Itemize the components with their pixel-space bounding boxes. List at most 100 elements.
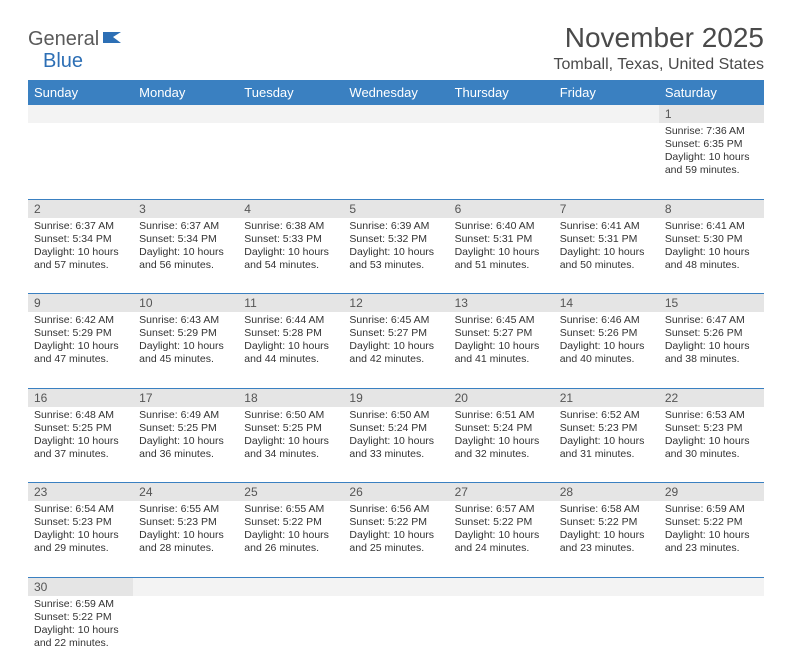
daylight-text: Daylight: 10 hours and 23 minutes. [560,529,653,555]
day-details: Sunrise: 6:56 AMSunset: 5:22 PMDaylight:… [343,501,448,560]
sunrise-text: Sunrise: 6:53 AM [665,409,758,422]
day-details: Sunrise: 6:55 AMSunset: 5:22 PMDaylight:… [238,501,343,560]
sunrise-text: Sunrise: 7:36 AM [665,125,758,138]
logo-text-blue: Blue [43,50,83,73]
day-number-cell: 10 [133,294,238,313]
daylight-text: Daylight: 10 hours and 34 minutes. [244,435,337,461]
daylight-text: Daylight: 10 hours and 22 minutes. [34,624,127,650]
sunrise-text: Sunrise: 6:45 AM [455,314,548,327]
daylight-text: Daylight: 10 hours and 32 minutes. [455,435,548,461]
day-body-cell: Sunrise: 6:43 AMSunset: 5:29 PMDaylight:… [133,312,238,388]
daylight-text: Daylight: 10 hours and 40 minutes. [560,340,653,366]
day-details: Sunrise: 6:39 AMSunset: 5:32 PMDaylight:… [343,218,448,277]
day-body-cell: Sunrise: 6:44 AMSunset: 5:28 PMDaylight:… [238,312,343,388]
day-number-cell [343,105,448,123]
day-body-cell: Sunrise: 6:45 AMSunset: 5:27 PMDaylight:… [343,312,448,388]
daylight-text: Daylight: 10 hours and 37 minutes. [34,435,127,461]
sunrise-text: Sunrise: 6:50 AM [349,409,442,422]
day-body-row: Sunrise: 6:54 AMSunset: 5:23 PMDaylight:… [28,501,764,577]
day-number-row: 30 [28,577,764,596]
day-number-row: 23242526272829 [28,483,764,502]
logo-flag-icon [103,29,125,50]
day-details: Sunrise: 6:47 AMSunset: 5:26 PMDaylight:… [659,312,764,371]
daylight-text: Daylight: 10 hours and 41 minutes. [455,340,548,366]
day-body-row: Sunrise: 7:36 AMSunset: 6:35 PMDaylight:… [28,123,764,199]
day-details: Sunrise: 6:53 AMSunset: 5:23 PMDaylight:… [659,407,764,466]
calendar-table: Sunday Monday Tuesday Wednesday Thursday… [28,80,764,672]
weekday-header: Friday [554,80,659,105]
day-number-cell: 3 [133,199,238,218]
sunrise-text: Sunrise: 6:41 AM [665,220,758,233]
day-number-cell [449,577,554,596]
day-number-cell [554,105,659,123]
day-body-row: Sunrise: 6:37 AMSunset: 5:34 PMDaylight:… [28,218,764,294]
sunset-text: Sunset: 5:26 PM [665,327,758,340]
day-number-row: 2345678 [28,199,764,218]
sunrise-text: Sunrise: 6:57 AM [455,503,548,516]
day-number-cell [28,105,133,123]
day-body-cell: Sunrise: 6:49 AMSunset: 5:25 PMDaylight:… [133,407,238,483]
daylight-text: Daylight: 10 hours and 25 minutes. [349,529,442,555]
day-body-cell: Sunrise: 6:48 AMSunset: 5:25 PMDaylight:… [28,407,133,483]
day-details: Sunrise: 6:48 AMSunset: 5:25 PMDaylight:… [28,407,133,466]
day-number-cell: 6 [449,199,554,218]
daylight-text: Daylight: 10 hours and 59 minutes. [665,151,758,177]
month-title: November 2025 [554,22,764,54]
day-details: Sunrise: 6:41 AMSunset: 5:30 PMDaylight:… [659,218,764,277]
sunset-text: Sunset: 5:22 PM [455,516,548,529]
day-details: Sunrise: 6:45 AMSunset: 5:27 PMDaylight:… [343,312,448,371]
daylight-text: Daylight: 10 hours and 24 minutes. [455,529,548,555]
sunset-text: Sunset: 5:25 PM [34,422,127,435]
day-body-cell: Sunrise: 6:54 AMSunset: 5:23 PMDaylight:… [28,501,133,577]
sunset-text: Sunset: 5:23 PM [560,422,653,435]
day-number-cell: 28 [554,483,659,502]
day-body-cell [238,123,343,199]
sunrise-text: Sunrise: 6:49 AM [139,409,232,422]
day-details: Sunrise: 7:36 AMSunset: 6:35 PMDaylight:… [659,123,764,182]
day-number-cell: 5 [343,199,448,218]
weekday-header: Tuesday [238,80,343,105]
sunset-text: Sunset: 5:34 PM [34,233,127,246]
daylight-text: Daylight: 10 hours and 56 minutes. [139,246,232,272]
day-details: Sunrise: 6:54 AMSunset: 5:23 PMDaylight:… [28,501,133,560]
day-body-cell: Sunrise: 6:45 AMSunset: 5:27 PMDaylight:… [449,312,554,388]
day-number-cell [554,577,659,596]
sunset-text: Sunset: 5:34 PM [139,233,232,246]
day-body-cell [28,123,133,199]
sunrise-text: Sunrise: 6:46 AM [560,314,653,327]
sunset-text: Sunset: 5:29 PM [34,327,127,340]
day-details: Sunrise: 6:58 AMSunset: 5:22 PMDaylight:… [554,501,659,560]
day-body-row: Sunrise: 6:48 AMSunset: 5:25 PMDaylight:… [28,407,764,483]
day-number-cell: 16 [28,388,133,407]
day-body-cell: Sunrise: 6:57 AMSunset: 5:22 PMDaylight:… [449,501,554,577]
day-number-cell [238,577,343,596]
day-body-cell: Sunrise: 6:41 AMSunset: 5:31 PMDaylight:… [554,218,659,294]
day-number-cell: 27 [449,483,554,502]
daylight-text: Daylight: 10 hours and 42 minutes. [349,340,442,366]
day-number-cell: 29 [659,483,764,502]
day-number-cell: 14 [554,294,659,313]
sunset-text: Sunset: 5:29 PM [139,327,232,340]
daylight-text: Daylight: 10 hours and 53 minutes. [349,246,442,272]
daylight-text: Daylight: 10 hours and 30 minutes. [665,435,758,461]
day-number-row: 9101112131415 [28,294,764,313]
daylight-text: Daylight: 10 hours and 57 minutes. [34,246,127,272]
day-body-cell [133,123,238,199]
sunset-text: Sunset: 5:22 PM [560,516,653,529]
day-body-cell: Sunrise: 6:38 AMSunset: 5:33 PMDaylight:… [238,218,343,294]
day-body-cell: Sunrise: 6:52 AMSunset: 5:23 PMDaylight:… [554,407,659,483]
day-number-cell: 12 [343,294,448,313]
sunrise-text: Sunrise: 6:39 AM [349,220,442,233]
sunset-text: Sunset: 5:23 PM [665,422,758,435]
day-details: Sunrise: 6:38 AMSunset: 5:33 PMDaylight:… [238,218,343,277]
sunset-text: Sunset: 6:35 PM [665,138,758,151]
day-number-cell: 30 [28,577,133,596]
sunset-text: Sunset: 5:33 PM [244,233,337,246]
sunrise-text: Sunrise: 6:37 AM [139,220,232,233]
day-number-cell [659,577,764,596]
day-number-cell: 7 [554,199,659,218]
daylight-text: Daylight: 10 hours and 44 minutes. [244,340,337,366]
day-details: Sunrise: 6:41 AMSunset: 5:31 PMDaylight:… [554,218,659,277]
day-number-cell: 15 [659,294,764,313]
sunset-text: Sunset: 5:27 PM [455,327,548,340]
